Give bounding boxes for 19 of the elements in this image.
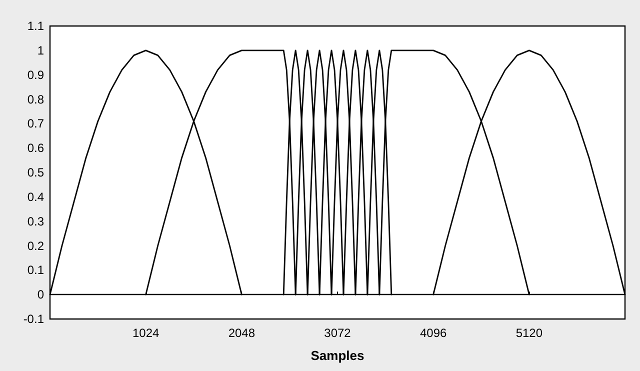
y-tick-label: 0.7 (27, 116, 44, 131)
x-tick-label: 1024 (132, 326, 160, 340)
y-tick-label: 0.6 (27, 141, 44, 156)
x-tick-label: 2048 (228, 326, 256, 340)
y-tick-label: 0.9 (27, 68, 44, 82)
y-tick-label: 1 (37, 43, 44, 58)
y-tick-label: 0.4 (27, 190, 44, 204)
x-axis-title: Samples (310, 348, 364, 363)
y-tick-label: 0.3 (27, 214, 44, 228)
y-tick-label: -0.1 (23, 312, 44, 326)
x-tick-label: 4096 (420, 326, 448, 340)
y-tick-label: 0.8 (27, 92, 44, 106)
y-tick-label: 0 (37, 288, 44, 302)
x-tick-label: 3072 (324, 326, 352, 340)
y-tick-label: 0.5 (27, 166, 44, 180)
y-tick-label: 0.2 (27, 238, 44, 253)
y-tick-label: 1.1 (27, 19, 44, 33)
y-tick-label: 0.1 (27, 263, 44, 278)
x-tick-label: 5120 (516, 326, 543, 340)
